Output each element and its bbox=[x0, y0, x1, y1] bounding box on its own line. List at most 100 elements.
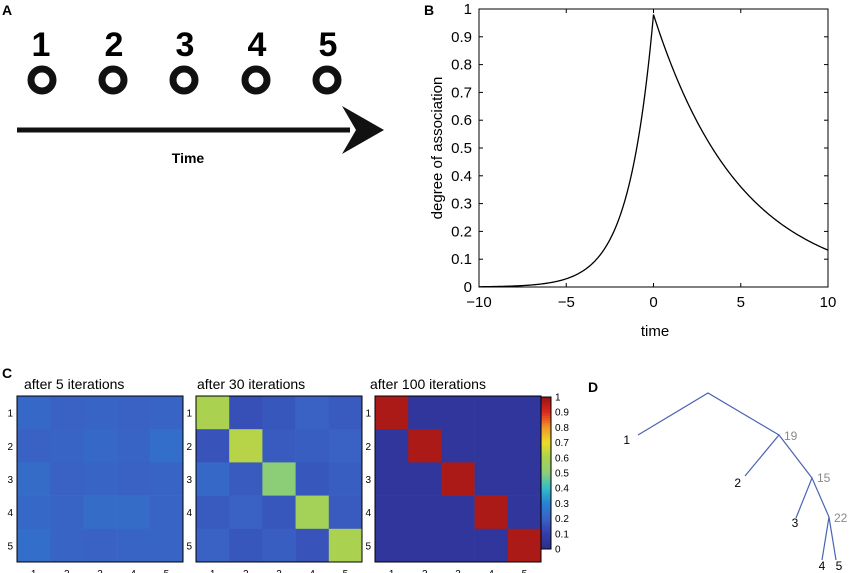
leaf-3-label: 3 bbox=[792, 516, 799, 530]
heatmap-cell bbox=[149, 528, 184, 563]
item-5-number: 5 bbox=[319, 26, 338, 64]
heatmap-cell bbox=[116, 396, 151, 430]
col-label: 1 bbox=[31, 569, 37, 573]
panel-b: B 0 0.1 0.2 0.3 0.4 0.5 0.6 0.7 0.8 0.9 1 −10 −5 0 5 1… bbox=[424, 1, 836, 340]
heatmap-cell bbox=[229, 528, 263, 563]
colorbar-band bbox=[541, 399, 551, 403]
colorbar-frame bbox=[540, 396, 552, 550]
colorbar-tick-label: 0.1 bbox=[555, 529, 569, 540]
y-axis-label: degree of association bbox=[429, 77, 446, 220]
y-tick-label: 0 bbox=[464, 279, 472, 296]
heatmap-3: 1 2 3 4 5 1 2 3 4 5 bbox=[365, 395, 542, 573]
association-curve bbox=[478, 14, 829, 288]
panel-a-letter: A bbox=[2, 2, 12, 18]
leaf-1-label: 1 bbox=[623, 433, 630, 447]
panel-c-letter: C bbox=[2, 365, 12, 381]
x-tick-label: 5 bbox=[737, 294, 745, 311]
heatmap-cell bbox=[262, 495, 296, 530]
y-tick-label: 0.4 bbox=[451, 168, 472, 185]
colorbar-band bbox=[541, 430, 551, 434]
leaf-5-label: 5 bbox=[836, 559, 843, 573]
heatmap-cell bbox=[295, 495, 330, 530]
col-label: 2 bbox=[422, 569, 428, 573]
branch-22 bbox=[821, 516, 837, 561]
heatmap-cell bbox=[408, 462, 442, 496]
colorbar-band bbox=[541, 489, 551, 493]
row-label: 5 bbox=[186, 541, 192, 552]
item-2-circle bbox=[98, 65, 128, 95]
heatmap-cell bbox=[328, 495, 363, 530]
row-label: 4 bbox=[365, 508, 371, 519]
col-label: 1 bbox=[210, 569, 216, 573]
node-19-label: 19 bbox=[784, 429, 798, 443]
heatmap-cell bbox=[229, 396, 263, 430]
colorbar-band bbox=[541, 499, 551, 502]
colorbar-band bbox=[541, 408, 551, 412]
colorbar-band bbox=[541, 437, 551, 441]
heatmap-cell bbox=[17, 396, 51, 430]
colorbar-band bbox=[541, 425, 551, 429]
colorbar-band bbox=[541, 420, 551, 424]
heatmap-1: 1 2 3 4 5 1 2 3 4 5 bbox=[7, 395, 184, 573]
heatmap-frame bbox=[195, 395, 363, 563]
panel-d-letter: D bbox=[588, 379, 598, 395]
row-label: 1 bbox=[186, 409, 192, 420]
col-label: 3 bbox=[276, 569, 282, 573]
col-label: 3 bbox=[97, 569, 103, 573]
colorbar-band bbox=[541, 468, 551, 472]
heatmap-cell bbox=[375, 495, 409, 530]
row-label: 4 bbox=[186, 508, 192, 519]
row-label: 2 bbox=[186, 442, 192, 453]
heatmap-cell bbox=[196, 528, 230, 563]
colorbar-tick-label: 0.4 bbox=[555, 484, 569, 495]
colorbar-band bbox=[541, 527, 551, 531]
colorbar-band bbox=[541, 432, 551, 436]
heatmap-cell bbox=[50, 396, 84, 430]
colorbar-band bbox=[541, 477, 551, 481]
colorbar-band bbox=[541, 449, 551, 453]
panel-b-letter: B bbox=[424, 2, 434, 18]
heatmap-cell bbox=[83, 495, 117, 530]
colorbar-band bbox=[541, 427, 551, 431]
heatmap-cell bbox=[375, 429, 409, 463]
heatmap-frame bbox=[16, 395, 184, 563]
colorbar-band bbox=[541, 501, 551, 505]
heatmap-cell bbox=[441, 396, 475, 430]
panel-c: C after 5 iterations after 30 iterations… bbox=[2, 365, 569, 573]
colorbar-band bbox=[541, 473, 551, 476]
dendrogram-leaf-labels: 1 2 3 4 5 bbox=[623, 433, 842, 573]
heatmap-cell bbox=[262, 528, 296, 563]
item-1-number: 1 bbox=[32, 26, 51, 64]
colorbar-band bbox=[541, 541, 551, 545]
time-label: Time bbox=[172, 150, 205, 166]
colorbar-band bbox=[541, 484, 551, 488]
colorbar-band bbox=[541, 530, 551, 533]
colorbar-band bbox=[541, 492, 551, 495]
row-label: 4 bbox=[7, 508, 13, 519]
row-label: 1 bbox=[365, 409, 371, 420]
colorbar-band bbox=[541, 515, 551, 519]
col-label: 5 bbox=[522, 569, 528, 573]
colorbar: 1 0.9 0.8 0.7 0.6 0.5 0.4 0.3 0.2 0.1 0 bbox=[540, 393, 569, 556]
heatmap-cell bbox=[17, 495, 51, 530]
heatmap-1-title: after 5 iterations bbox=[24, 376, 124, 392]
col-label: 3 bbox=[455, 569, 461, 573]
y-tick-label: 0.5 bbox=[451, 140, 472, 157]
colorbar-band bbox=[541, 463, 551, 467]
colorbar-tick-label: 1 bbox=[555, 393, 561, 404]
heatmap-cell bbox=[83, 528, 117, 563]
y-tick-label: 0.6 bbox=[451, 112, 472, 129]
heatmap-cell bbox=[149, 462, 184, 496]
heatmap-cell bbox=[50, 528, 84, 563]
colorbar-band bbox=[541, 444, 551, 448]
heatmap-cell bbox=[262, 462, 296, 496]
colorbar-tick-label: 0.9 bbox=[555, 408, 569, 419]
colorbar-band bbox=[541, 537, 551, 540]
heatmap-cell bbox=[507, 495, 542, 530]
colorbar-band bbox=[541, 532, 551, 536]
row-label: 1 bbox=[7, 409, 13, 420]
colorbar-band bbox=[541, 442, 551, 445]
colorbar-band bbox=[541, 461, 551, 464]
heatmap-cell bbox=[196, 495, 230, 530]
item-2-number: 2 bbox=[105, 26, 124, 64]
